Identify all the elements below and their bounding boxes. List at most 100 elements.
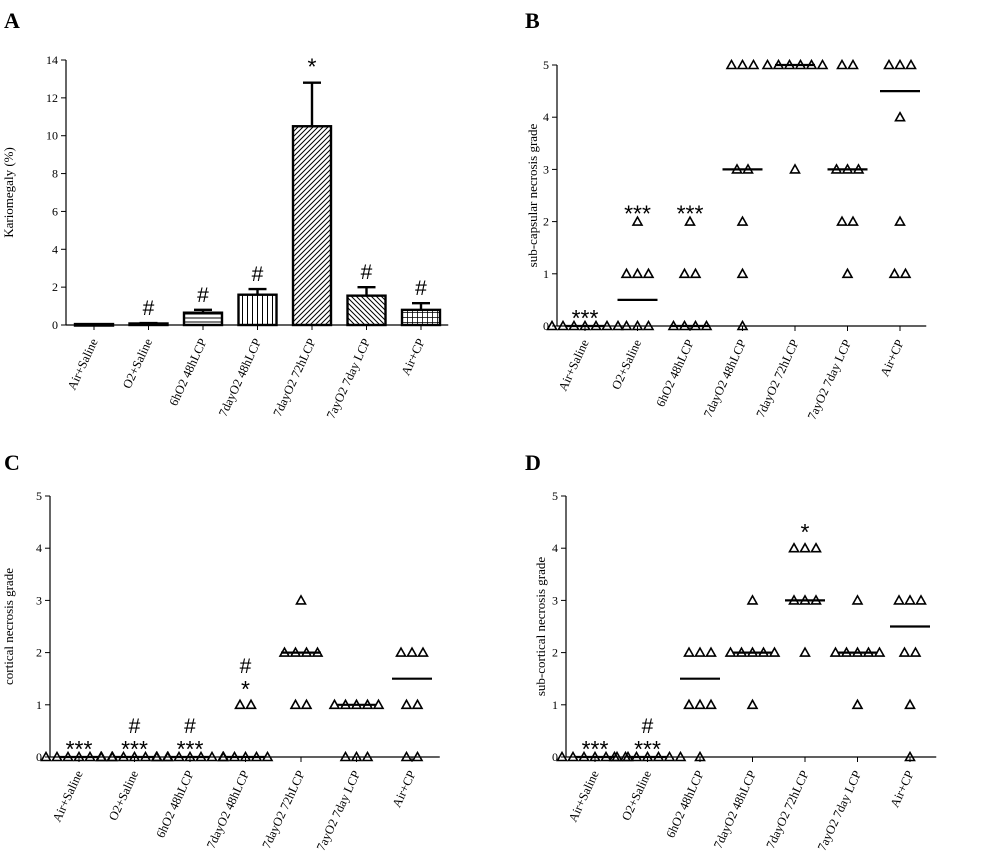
data-point [799,542,811,553]
panel-label: D [525,450,541,475]
data-point [788,542,800,553]
data-point [151,750,163,762]
x-tick-label: 7dayO2 48hLCP [204,768,252,850]
y-tick-label: 1 [552,698,558,712]
x-tick-label: O2+Saline [106,768,142,823]
data-point [746,594,759,605]
significance-mark: * [241,676,250,702]
data-point [245,698,257,710]
x-tick-label: 7dayO2 48hLCP [701,337,749,419]
x-tick-label: O2+Saline [609,337,645,392]
data-point [620,267,633,279]
data-point [417,646,429,657]
data-point [888,267,901,279]
y-tick-label: 2 [552,646,558,660]
x-tick-label: 6hO2 48hLCP [153,768,196,840]
data-point [361,750,374,762]
data-point [836,215,848,226]
y-tick-label: 0 [36,750,42,764]
data-point [339,750,352,762]
data-point [736,215,749,226]
data-point [612,319,624,331]
data-point [295,594,307,605]
data-point [546,319,558,331]
significance-mark: * [308,54,317,80]
data-point [674,750,687,762]
data-point [406,646,418,657]
significance-mark: # [129,715,141,738]
significance-mark: *** [677,201,704,227]
data-point [300,698,313,710]
data-point [847,215,859,226]
data-point [556,750,568,762]
data-point [816,58,829,70]
data-point [761,58,774,70]
data-point [631,267,644,279]
data-point [789,163,801,174]
data-point [411,750,424,762]
data-point [620,319,633,331]
data-point [683,698,695,710]
data-point [909,646,922,657]
y-tick-label: 2 [543,215,549,229]
y-tick-label: 3 [36,593,42,607]
x-tick-label: 7dayO2 48hLCP [216,336,264,418]
x-tick-label: 7dayO2 72hLCP [270,336,318,418]
significance-mark: # [361,261,373,284]
y-tick-label: 0 [543,319,549,333]
data-point [893,594,905,605]
data-point [894,111,906,122]
data-point [899,267,912,279]
significance-mark: # [143,297,155,320]
data-point [289,698,302,710]
y-tick-label: 6 [52,204,58,218]
y-tick-label: 4 [552,541,558,555]
bar [291,125,333,327]
significance-mark: # [197,284,209,307]
x-tick-label: Air+CP [878,337,907,378]
y-tick-label: 0 [52,318,58,332]
y-tick-label: 14 [46,53,58,67]
panel-label: C [4,450,20,475]
y-tick-label: 2 [52,280,58,294]
data-point [234,698,246,710]
data-point [350,750,363,762]
bar [237,293,278,327]
significance-mark: # [642,715,654,738]
x-tick-label: Air+Saline [566,768,602,824]
panel-a: A Kariomegaly (%) 0 2 4 6 8 10 12 14 Air+Saline O2+… [1,8,449,421]
data-point [904,750,916,762]
data-point [683,646,695,657]
y-tick-label: 2 [36,646,42,660]
x-tick-label: 7ayO2 7day LCP [815,768,864,853]
data-point [746,698,759,710]
data-point [851,698,864,710]
data-point [705,698,717,710]
data-point [642,267,655,279]
y-tick-label: 3 [543,162,549,176]
bar [73,322,115,327]
bar [346,294,387,327]
data-point [400,698,413,710]
data-point [689,267,702,279]
data-point [799,646,811,657]
data-point [694,698,706,710]
y-tick-label: 4 [543,110,549,124]
data-point [725,58,738,70]
significance-mark: *** [177,736,204,762]
x-tick-label: O2+Saline [120,336,156,391]
x-tick-label: 7ayO2 7day LCP [324,336,373,421]
data-point [694,646,706,657]
significance-mark: * [801,519,810,545]
data-point [400,750,413,762]
x-tick-label: Air+Saline [556,337,592,393]
data-point [898,646,911,657]
data-point [904,594,916,605]
data-point [40,750,52,762]
data-point [631,319,644,331]
data-point [95,750,108,762]
y-tick-label: 3 [552,593,558,607]
significance-mark: *** [624,201,651,227]
data-point [678,267,691,279]
